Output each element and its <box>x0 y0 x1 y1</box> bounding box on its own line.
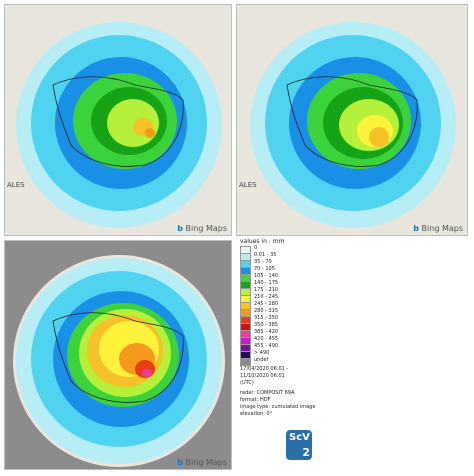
legend-label: 420 - 455 <box>254 336 279 342</box>
bing-attribution-3: b Bing Maps <box>177 458 227 467</box>
bing-attribution-text: Bing Maps <box>421 224 463 233</box>
radar-rings-1 <box>16 22 222 228</box>
meta-timezone: (UTC) <box>240 380 254 386</box>
radar-rings-3 <box>13 255 225 467</box>
meta-elevation: elevation: 0° <box>240 411 273 417</box>
legend-label: 0 <box>254 245 258 251</box>
bing-attribution-2: b Bing Maps <box>413 224 463 233</box>
scv2-logo-number: 2 <box>302 446 310 459</box>
legend-label: 210 - 245 <box>254 294 279 300</box>
legend-label: > 490 <box>254 350 270 356</box>
legend-label: undef <box>254 357 269 363</box>
radar-map-panel-2[interactable]: ALES b Bing Maps <box>236 4 468 236</box>
meta-radar: radar: COMPOSIT 69A <box>240 390 295 396</box>
map-edge-label-2: ALES <box>239 181 257 189</box>
bing-attribution-1: b Bing Maps <box>177 224 227 233</box>
meta-image-type: image type: cumulated image <box>240 404 316 410</box>
scv2-logo-text: ScV <box>289 432 310 443</box>
legend-label: 70 - 105 <box>254 266 275 272</box>
legend: values in : mm 0 0.01 - 35 35 - 70 70 - 105… <box>236 236 356 436</box>
legend-label: 175 - 210 <box>254 287 279 293</box>
legend-label: 280 - 315 <box>254 308 279 314</box>
legend-title: values in : mm <box>240 238 285 245</box>
bing-attribution-text: Bing Maps <box>185 224 227 233</box>
legend-label: 245 - 280 <box>254 301 279 307</box>
meta-format: format: HDF <box>240 397 271 403</box>
bing-attribution-text: Bing Maps <box>185 458 227 467</box>
meta-period-line2: 11/10/2020 06:01 <box>240 373 285 379</box>
map-edge-label-1: ALES <box>7 181 25 189</box>
meta-period-line1: 17/04/2020 06:01 - <box>240 366 289 372</box>
legend-label: 315 - 350 <box>254 315 279 321</box>
radar-map-panel-3[interactable]: b Bing Maps <box>4 240 232 470</box>
legend-label: 140 - 175 <box>254 280 279 286</box>
legend-label: 455 - 490 <box>254 343 279 349</box>
scv2-logo: ScV 2 <box>286 430 312 460</box>
legend-label: 350 - 385 <box>254 322 279 328</box>
legend-label: 35 - 70 <box>254 259 272 265</box>
radar-rings-2 <box>250 22 456 228</box>
legend-swatch <box>240 358 251 366</box>
legend-label: 0.01 - 35 <box>254 252 277 258</box>
legend-label: 385 - 420 <box>254 329 279 335</box>
legend-label: 105 - 140 <box>254 273 279 279</box>
radar-map-panel-1[interactable]: ALES b Bing Maps <box>4 4 232 236</box>
